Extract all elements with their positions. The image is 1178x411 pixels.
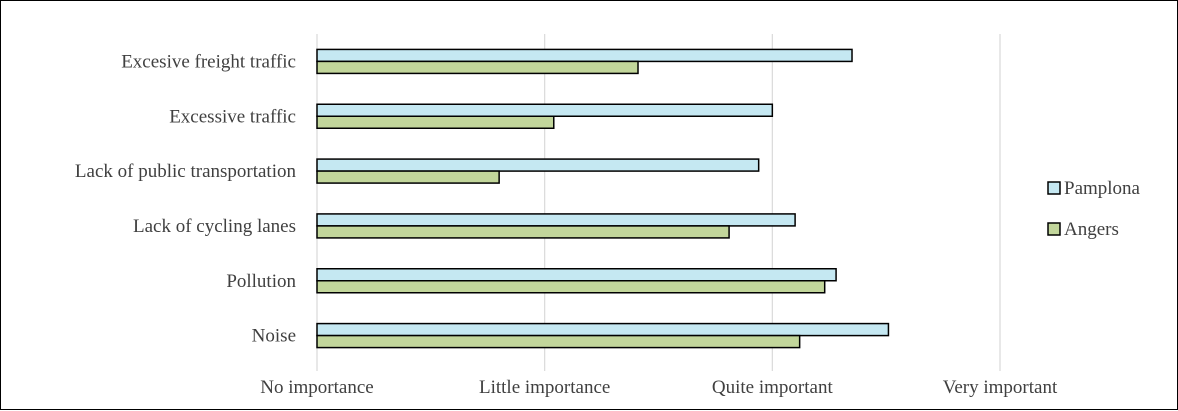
x-tick-label: No importance	[260, 377, 373, 398]
bar-angers-4	[316, 280, 826, 294]
category-labels: Excesive freight traffic Excessive traffi…	[75, 51, 297, 346]
bar-pamplona-1	[316, 103, 774, 117]
bar-angers-3	[316, 225, 730, 239]
bar-pamplona-0	[316, 48, 853, 63]
category-label: Lack of cycling lanes	[133, 216, 296, 237]
bar-angers-1	[316, 115, 555, 129]
bar-pamplona-5	[316, 322, 890, 337]
bar-angers-5	[316, 334, 801, 349]
legend-label-angers: Angers	[1064, 219, 1119, 240]
gridlines	[316, 34, 1001, 371]
x-tick-label: Little importance	[479, 377, 610, 398]
category-label: Pollution	[226, 271, 296, 292]
bar-pamplona-4	[316, 268, 837, 282]
x-tick-label: Very important	[943, 377, 1058, 398]
legend: Pamplona Angers	[1047, 178, 1141, 240]
bar-pamplona-3	[316, 213, 796, 227]
bar-angers-0	[316, 60, 639, 75]
x-tick-label: Quite important	[712, 377, 834, 398]
category-label: Noise	[252, 326, 296, 347]
bars	[316, 48, 890, 349]
bar-angers-2	[316, 170, 500, 184]
bar-pamplona-2	[316, 158, 760, 172]
category-label: Excessive traffic	[169, 106, 296, 127]
category-label: Lack of public transportation	[75, 161, 297, 182]
category-label: Excesive freight traffic	[121, 51, 296, 72]
legend-swatch-pamplona	[1047, 181, 1061, 195]
legend-swatch-angers	[1047, 222, 1061, 236]
x-tick-labels: No importance Little importance Quite impo…	[260, 377, 1058, 398]
legend-label-pamplona: Pamplona	[1064, 178, 1141, 199]
